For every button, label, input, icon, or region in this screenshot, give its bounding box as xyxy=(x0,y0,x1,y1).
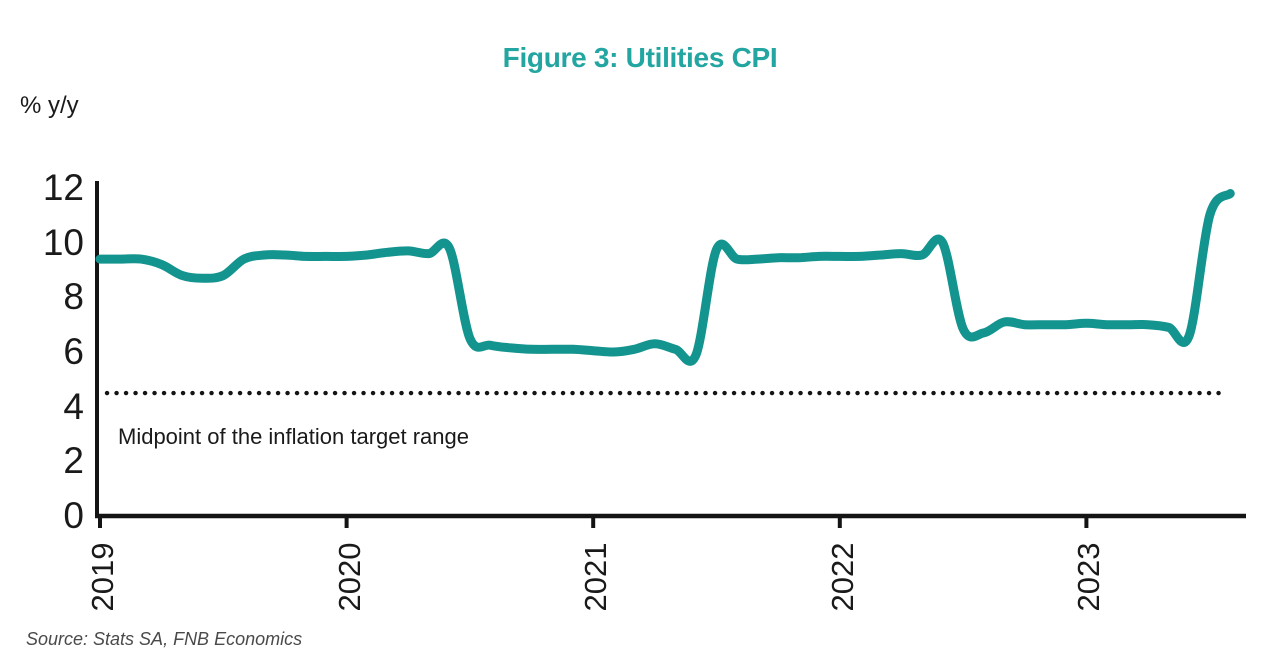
x-tick-label: 2021 xyxy=(578,542,614,612)
figure-title: Figure 3: Utilities CPI xyxy=(502,42,778,73)
y-tick-label: 4 xyxy=(63,385,84,427)
x-tick-label: 2022 xyxy=(824,542,860,612)
y-tick-label: 2 xyxy=(63,440,84,482)
cpi-line-series xyxy=(95,189,1235,366)
source-note: Source: Stats SA, FNB Economics xyxy=(26,629,303,649)
x-tick-label: 2019 xyxy=(85,542,120,612)
y-axis-unit-label: % y/y xyxy=(20,92,79,119)
midpoint-annotation: Midpoint of the inflation target range xyxy=(118,424,470,449)
y-tick-label: 12 xyxy=(42,167,84,209)
y-tick-label: 8 xyxy=(63,276,84,318)
y-tick-label: 10 xyxy=(42,221,84,263)
x-tick-label: 2023 xyxy=(1071,542,1107,612)
x-tick-label: 2020 xyxy=(331,542,367,612)
axes-group xyxy=(95,181,1246,528)
y-tick-label: 6 xyxy=(63,331,84,373)
y-tick-label: 0 xyxy=(63,495,84,536)
